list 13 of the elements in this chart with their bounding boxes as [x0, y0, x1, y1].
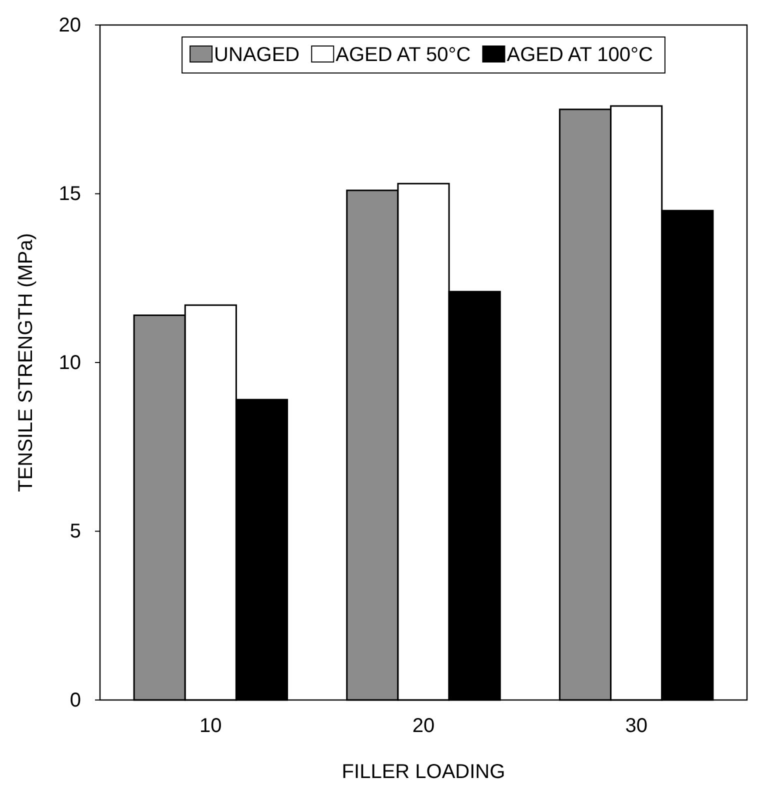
y-tick-label: 0: [70, 689, 81, 712]
x-tick-label: 10: [200, 715, 222, 738]
y-tick-label: 20: [58, 14, 81, 36]
legend-label: AGED AT 50°C: [336, 44, 471, 66]
legend-label: UNAGED: [214, 44, 300, 66]
x-axis-title: FILLER LOADING: [342, 761, 506, 783]
x-tick-label: 20: [412, 715, 435, 738]
y-tick-label: 15: [58, 183, 81, 206]
y-axis-title: TENSILE STRENGTH (MPa): [15, 233, 37, 492]
y-tick-label: 5: [70, 520, 81, 543]
x-tick-label: 30: [625, 715, 648, 738]
legend-label: AGED AT 100°C: [506, 44, 653, 66]
y-tick-label: 10: [58, 352, 81, 374]
